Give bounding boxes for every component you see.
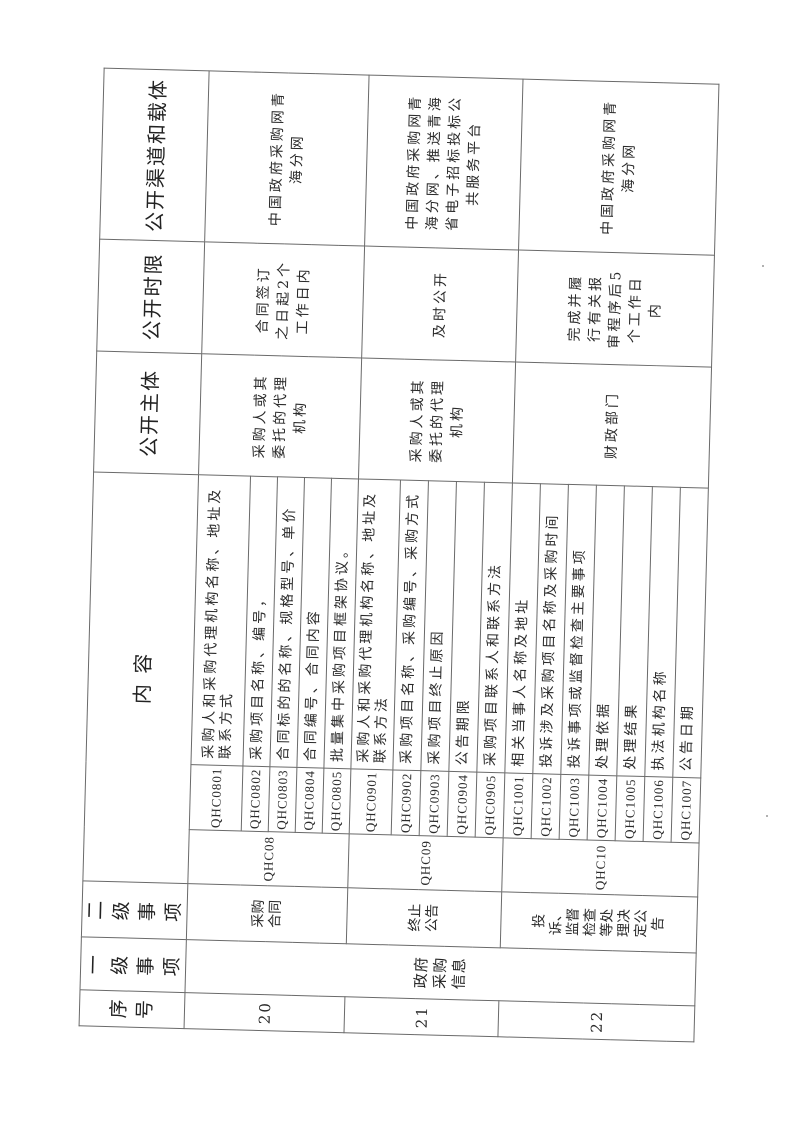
deadline-cell: 完成并履行有关报审程序后5个工作日内 — [515, 250, 715, 368]
level2-code-cell: QHC10 — [501, 837, 700, 897]
item-code-cell: QHC1002 — [531, 773, 561, 840]
seq-cell: 22 — [497, 1000, 695, 1042]
item-code-cell: QHC0904 — [447, 771, 477, 838]
level2-cell: 投诉、监督检查等处理决定公告 — [500, 891, 698, 953]
seq-cell: 21 — [343, 996, 499, 1037]
seq-cell: 20 — [184, 992, 345, 1033]
item-code-cell: QHC0802 — [241, 766, 270, 832]
header-subject: 公开主体 — [93, 351, 202, 475]
scan-speck — [766, 815, 768, 817]
subject-cell: 采购人或其委托的代理机构 — [358, 357, 516, 483]
level2-code-cell: QHC09 — [347, 833, 504, 892]
channel-cell: 中国政府采购网青海分网 — [518, 79, 719, 256]
scan-speck — [762, 265, 764, 267]
item-code-cell: QHC0805 — [322, 768, 351, 834]
deadline-cell: 及时公开 — [361, 246, 519, 362]
header-level1: 一级事项 — [80, 936, 187, 993]
item-code-cell: QHC1001 — [503, 772, 533, 839]
item-code-cell: QHC0804 — [295, 767, 324, 834]
item-code-cell: QHC1003 — [559, 774, 589, 841]
item-code-cell: QHC1006 — [643, 776, 673, 843]
disclosure-table: 序号 一级事项 二级事项 内 容 公开主体 公开时限 公开渠道和载体 20 政府… — [79, 68, 720, 1043]
level2-cell: 采购合同 — [186, 883, 348, 944]
item-content-cell: 采购人和采购代理机构名称、地址及联系方式 — [190, 474, 251, 767]
level2-code-cell: QHC08 — [187, 829, 350, 888]
item-code-cell: QHC1007 — [671, 777, 701, 843]
channel-cell: 中国政府采购网青海分网 — [204, 70, 370, 247]
rotated-table-page: 序号 一级事项 二级事项 内 容 公开主体 公开时限 公开渠道和载体 20 政府… — [79, 68, 719, 1042]
item-code-cell: QHC1004 — [587, 775, 617, 841]
channel-cell: 中国政府采购网青海分网、推送青海省电子招标投标公共服务平台 — [364, 75, 524, 251]
header-deadline: 公开时限 — [96, 239, 205, 354]
item-code-cell: QHC0902 — [391, 769, 421, 836]
level2-cell: 终止公告 — [346, 887, 502, 948]
item-code-cell: QHC1005 — [615, 775, 645, 842]
item-code-cell: QHC0903 — [419, 770, 449, 837]
item-code-cell: QHC0901 — [349, 768, 393, 835]
item-code-cell: QHC0801 — [189, 764, 243, 831]
header-channel: 公开渠道和载体 — [99, 68, 210, 242]
header-content: 内 容 — [82, 471, 199, 884]
header-seq: 序号 — [79, 989, 185, 1029]
subject-cell: 采购人或其委托的代理机构 — [198, 353, 362, 479]
item-code-cell: QHC0905 — [475, 772, 505, 838]
header-level2: 二级事项 — [81, 880, 188, 940]
subject-cell: 财政部门 — [512, 361, 712, 489]
deadline-cell: 合同签订之日起2个工作日内 — [201, 241, 365, 358]
item-code-cell: QHC0803 — [268, 766, 297, 833]
